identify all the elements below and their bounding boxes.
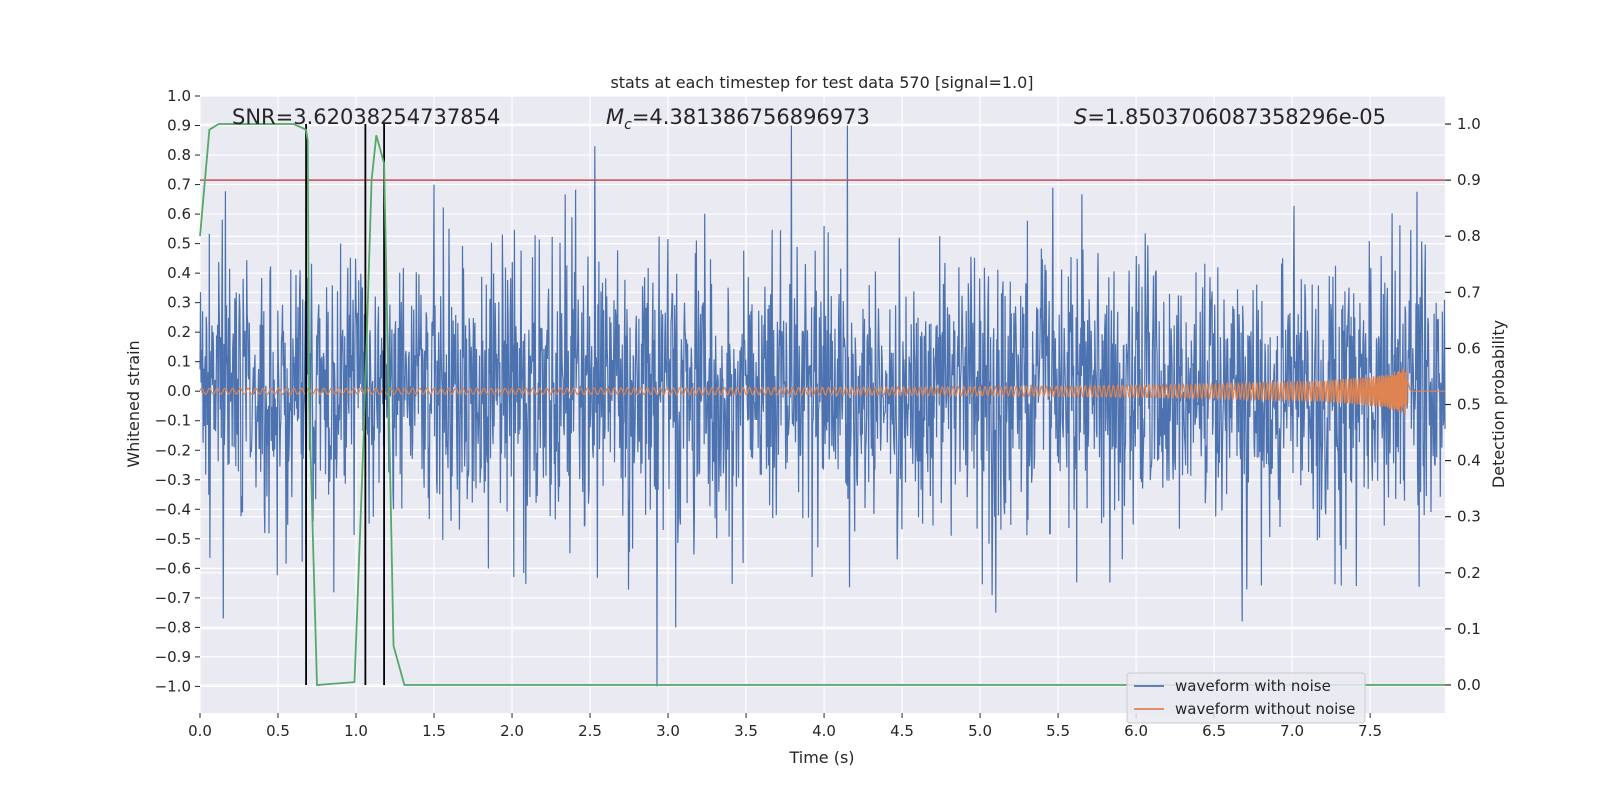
- y-left-tick-label: −0.4: [155, 500, 191, 518]
- legend-label-noise: waveform with noise: [1175, 677, 1331, 695]
- y-right-tick-label: 0.4: [1457, 452, 1481, 470]
- y-left-axis-ticks: 1.0 0.9 0.8 0.7 0.6 0.5 0.4 0.3 0.2 0.1 0.0 −0.1 −0.…: [155, 87, 200, 695]
- y-left-tick-label: −0.8: [155, 618, 191, 636]
- x-tick-label: 1.5: [422, 722, 446, 740]
- series-waveform-with-noise: [199, 125, 1446, 687]
- y-left-tick-label: −1.0: [155, 677, 191, 695]
- y-left-tick-label: 0.8: [167, 146, 191, 164]
- x-tick-label: 6.0: [1124, 722, 1148, 740]
- series-waveform-without-noise: [199, 368, 1445, 415]
- x-axis-ticks: 0.0 0.5 1.0 1.5 2.0 2.5 3.0 3.5 4.0 4.5 5.0 5.5 6.0 6…: [188, 713, 1382, 740]
- y-right-tick-label: 0.7: [1457, 283, 1481, 301]
- x-tick-label: 2.5: [578, 722, 602, 740]
- y-left-tick-label: 0.2: [167, 323, 191, 341]
- x-tick-label: 5.5: [1046, 722, 1070, 740]
- y-right-tick-label: 0.9: [1457, 171, 1481, 189]
- y-right-tick-label: 0.1: [1457, 620, 1481, 638]
- y-right-tick-label: 0.8: [1457, 227, 1481, 245]
- y-left-tick-label: −0.1: [155, 412, 191, 430]
- x-tick-label: 0.5: [266, 722, 290, 740]
- s-statistic-annotation: S=1.8503706087358296e-05: [1074, 105, 1386, 129]
- legend-label-clean: waveform without noise: [1175, 700, 1355, 718]
- y-left-tick-label: −0.3: [155, 471, 191, 489]
- y-left-tick-label: −0.6: [155, 559, 191, 577]
- clean-waveform-path: [199, 368, 1445, 415]
- x-tick-label: 3.5: [734, 722, 758, 740]
- chirp-mass-value: =4.381386756896973: [632, 105, 870, 129]
- legend: waveform with noise waveform without noi…: [1126, 672, 1366, 724]
- y-right-tick-label: 1.0: [1457, 115, 1481, 133]
- s-symbol: S: [1074, 105, 1087, 129]
- x-tick-label: 0.0: [188, 722, 212, 740]
- x-axis-label: Time (s): [788, 748, 854, 767]
- x-tick-label: 7.0: [1280, 722, 1304, 740]
- x-tick-label: 1.0: [344, 722, 368, 740]
- s-value: =1.8503706087358296e-05: [1087, 105, 1386, 129]
- y-left-tick-label: 0.0: [167, 382, 191, 400]
- y-left-tick-label: 0.5: [167, 235, 191, 253]
- y-right-tick-label: 0.5: [1457, 396, 1481, 414]
- y-right-axis-label: Detection probability: [1489, 320, 1508, 488]
- y-left-tick-label: 0.3: [167, 294, 191, 312]
- x-tick-label: 4.5: [890, 722, 914, 740]
- y-right-tick-label: 0.6: [1457, 339, 1481, 357]
- legend-box: [1126, 672, 1366, 724]
- snr-annotation: SNR=3.62038254737854: [232, 105, 500, 129]
- x-tick-label: 4.0: [812, 722, 836, 740]
- x-tick-label: 7.5: [1358, 722, 1382, 740]
- y-left-tick-label: 0.9: [167, 117, 191, 135]
- y-right-axis-ticks: 1.0 0.9 0.8 0.7 0.6 0.5 0.4 0.3 0.2 0.1 0.0: [1445, 115, 1481, 694]
- y-left-axis-label: Whitened strain: [124, 340, 143, 467]
- chart-title: stats at each timestep for test data 570…: [610, 73, 1033, 92]
- y-left-tick-label: −0.2: [155, 441, 191, 459]
- y-left-tick-label: −0.9: [155, 648, 191, 666]
- y-left-tick-label: −0.7: [155, 589, 191, 607]
- chirp-mass-annotation: Mc=4.381386756896973: [606, 105, 870, 133]
- y-left-tick-label: 0.1: [167, 353, 191, 371]
- y-left-tick-label: 0.4: [167, 264, 191, 282]
- y-left-tick-label: 0.7: [167, 176, 191, 194]
- y-left-tick-label: 0.6: [167, 205, 191, 223]
- noise-waveform-path: [199, 125, 1446, 687]
- x-tick-label: 3.0: [656, 722, 680, 740]
- y-right-tick-label: 0.3: [1457, 508, 1481, 526]
- y-left-tick-label: 1.0: [167, 87, 191, 105]
- detection-probability-path: [199, 123, 1445, 686]
- series-detection-probability: [199, 123, 1445, 686]
- chirp-mass-symbol: M: [606, 105, 624, 129]
- y-right-tick-label: 0.0: [1457, 676, 1481, 694]
- y-left-tick-label: −0.5: [155, 530, 191, 548]
- x-tick-label: 6.5: [1202, 722, 1226, 740]
- y-right-tick-label: 0.2: [1457, 564, 1481, 582]
- x-tick-label: 5.0: [968, 722, 992, 740]
- x-tick-label: 2.0: [500, 722, 524, 740]
- chirp-mass-subscript: c: [624, 117, 632, 133]
